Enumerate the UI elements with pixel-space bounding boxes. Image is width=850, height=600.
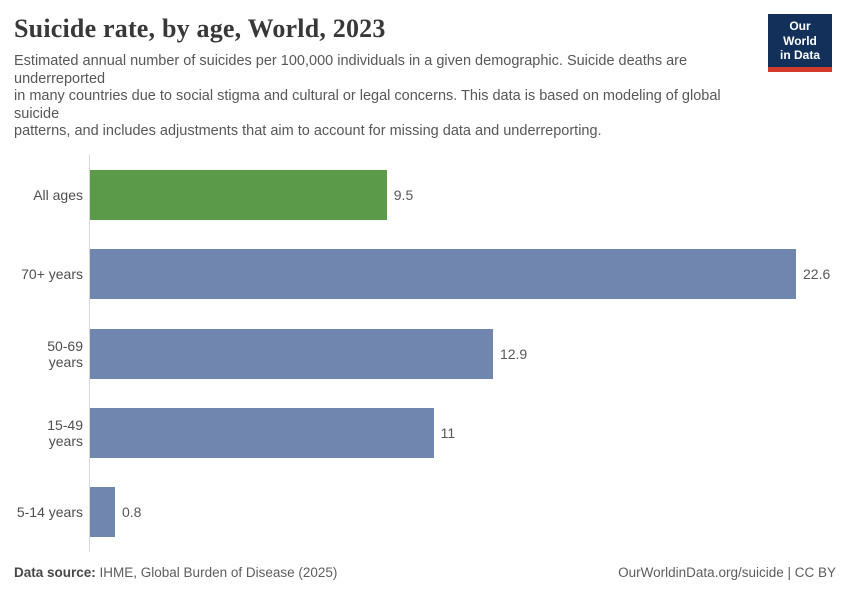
bar-track: 9.5 [89,169,836,220]
subtitle-line: Estimated annual number of suicides per … [14,53,688,69]
owid-logo: Our World in Data [768,14,832,72]
y-axis-line [89,155,90,552]
bar-track: 12.9 [89,328,836,379]
bar[interactable] [90,249,796,300]
bar-track: 11 [89,407,836,458]
bar[interactable] [90,328,493,379]
bar-row: 50-69 years 12.9 [14,314,836,393]
bar-row: 15-49 years 11 [14,393,836,472]
bar-value-label: 11 [440,424,456,441]
bar-track: 0.8 [89,487,836,538]
bar-value-label: 22.6 [803,266,831,283]
bar-row: All ages 9.5 [14,155,836,234]
bar-row: 70+ years 22.6 [14,234,836,313]
bar-value-label: 0.8 [121,504,142,521]
license-note: OurWorldinData.org/suicide | CC BY [618,565,836,580]
subtitle-line: in many countries due to social stigma a… [14,88,721,105]
chart-subtitle: Estimated annual number of suicides per … [14,53,759,141]
bar[interactable] [90,487,115,538]
category-label: 70+ years [21,266,83,283]
bar-value-label: 9.5 [393,186,414,203]
bar-track: 22.6 [89,249,836,300]
bar-row: 5-14 years 0.8 [14,473,836,552]
owid-logo-line2: in Data [779,48,820,62]
bar-chart: All ages 9.5 70+ years 22.6 50-69 years 12.9 1… [14,155,836,552]
subtitle-line: patterns, and includes adjustments that … [14,123,602,140]
chart-header: Suicide rate, by age, World, 2023 Our Wo… [14,14,836,72]
category-label: 50-69 years [47,337,83,370]
data-source-label: Data source: [14,565,100,580]
subtitle-line: suicide [14,105,60,122]
bar[interactable] [90,169,387,220]
category-label: All ages [33,186,83,203]
bar[interactable] [90,407,434,458]
category-label: 5-14 years [16,504,83,521]
subtitle-line: underreported [14,70,106,87]
chart-footer: Data source: IHME, Global Burden of Dise… [14,565,836,580]
owid-logo-line1: Our World [783,19,817,48]
bar-value-label: 12.9 [499,345,528,362]
chart-title: Suicide rate, by age, World, 2023 [14,14,386,43]
category-label: 15-49 years [47,416,83,449]
data-source: Data source: IHME, Global Burden of Dise… [14,565,337,580]
data-source-value: IHME, Global Burden of Disease (2025) [99,565,338,580]
bar-rows: All ages 9.5 70+ years 22.6 50-69 years 12.9 1… [14,155,836,552]
